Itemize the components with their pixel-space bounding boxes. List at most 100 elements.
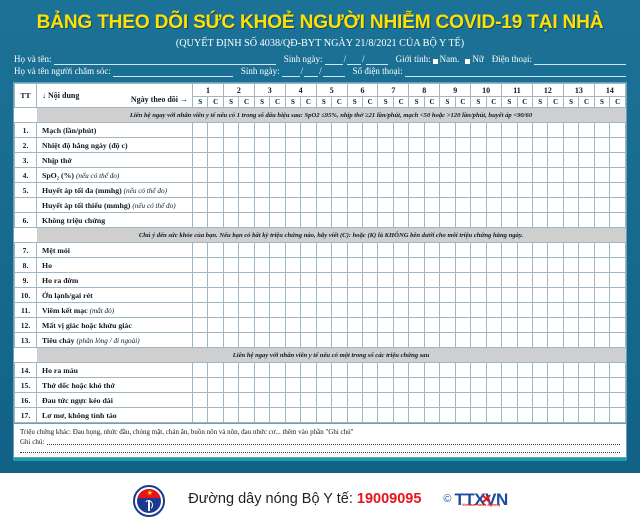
entry-cell[interactable] (516, 152, 533, 168)
entry-cell[interactable] (269, 197, 286, 213)
entry-cell[interactable] (593, 362, 611, 378)
entry-cell[interactable] (361, 197, 379, 213)
entry-cell[interactable] (501, 152, 518, 168)
entry-cell[interactable] (207, 392, 224, 408)
entry-cell[interactable] (485, 377, 503, 393)
entry-cell[interactable] (300, 242, 317, 258)
entry-cell[interactable] (377, 257, 394, 273)
entry-cell[interactable] (423, 407, 441, 423)
entry-cell[interactable] (454, 332, 472, 348)
entry-cell[interactable] (269, 407, 286, 423)
entry-cell[interactable] (392, 242, 410, 258)
entry-cell[interactable] (408, 152, 425, 168)
entry-cell[interactable] (238, 137, 255, 153)
entry-cell[interactable] (392, 317, 410, 333)
entry-cell[interactable] (593, 272, 611, 288)
entry-cell[interactable] (315, 302, 333, 318)
entry-cell[interactable] (238, 407, 255, 423)
entry-cell[interactable] (269, 122, 286, 138)
entry-cell[interactable] (331, 287, 348, 303)
entry-cell[interactable] (454, 182, 472, 198)
gender-female-checkbox[interactable] (465, 59, 471, 64)
entry-cell[interactable] (408, 137, 425, 153)
entry-cell[interactable] (485, 122, 503, 138)
entry-cell[interactable] (423, 152, 441, 168)
entry-cell[interactable] (562, 272, 580, 288)
entry-cell[interactable] (191, 392, 209, 408)
entry-cell[interactable] (547, 257, 564, 273)
entry-cell[interactable] (377, 272, 394, 288)
entry-cell[interactable] (191, 302, 209, 318)
entry-cell[interactable] (609, 392, 626, 408)
entry-cell[interactable] (562, 197, 580, 213)
entry-cell[interactable] (284, 287, 302, 303)
entry-cell[interactable] (392, 362, 410, 378)
entry-cell[interactable] (361, 272, 379, 288)
entry-cell[interactable] (562, 122, 580, 138)
entry-cell[interactable] (331, 302, 348, 318)
entry-cell[interactable] (253, 287, 271, 303)
entry-cell[interactable] (593, 257, 611, 273)
entry-cell[interactable] (609, 212, 626, 228)
entry-cell[interactable] (593, 212, 611, 228)
entry-cell[interactable] (361, 137, 379, 153)
entry-cell[interactable] (191, 257, 209, 273)
entry-cell[interactable] (439, 302, 456, 318)
caregiver-dob-year-input[interactable] (322, 68, 345, 77)
entry-cell[interactable] (516, 257, 533, 273)
entry-cell[interactable] (284, 272, 302, 288)
entry-cell[interactable] (284, 302, 302, 318)
entry-cell[interactable] (331, 257, 348, 273)
entry-cell[interactable] (300, 302, 317, 318)
entry-cell[interactable] (485, 182, 503, 198)
entry-cell[interactable] (501, 272, 518, 288)
entry-cell[interactable] (578, 242, 595, 258)
entry-cell[interactable] (470, 167, 487, 183)
entry-cell[interactable] (269, 332, 286, 348)
entry-cell[interactable] (300, 182, 317, 198)
entry-cell[interactable] (315, 152, 333, 168)
entry-cell[interactable] (408, 287, 425, 303)
entry-cell[interactable] (470, 287, 487, 303)
entry-cell[interactable] (578, 182, 595, 198)
entry-cell[interactable] (331, 407, 348, 423)
entry-cell[interactable] (392, 287, 410, 303)
entry-cell[interactable] (284, 317, 302, 333)
entry-cell[interactable] (191, 152, 209, 168)
entry-cell[interactable] (547, 197, 564, 213)
entry-cell[interactable] (423, 257, 441, 273)
entry-cell[interactable] (547, 212, 564, 228)
entry-cell[interactable] (331, 242, 348, 258)
entry-cell[interactable] (269, 212, 286, 228)
entry-cell[interactable] (331, 392, 348, 408)
entry-cell[interactable] (485, 167, 503, 183)
entry-cell[interactable] (547, 167, 564, 183)
entry-cell[interactable] (531, 167, 549, 183)
entry-cell[interactable] (454, 137, 472, 153)
entry-cell[interactable] (531, 257, 549, 273)
entry-cell[interactable] (377, 317, 394, 333)
entry-cell[interactable] (439, 137, 456, 153)
entry-cell[interactable] (346, 242, 363, 258)
entry-cell[interactable] (315, 257, 333, 273)
entry-cell[interactable] (253, 137, 271, 153)
entry-cell[interactable] (501, 122, 518, 138)
entry-cell[interactable] (207, 257, 224, 273)
entry-cell[interactable] (361, 287, 379, 303)
entry-cell[interactable] (284, 377, 302, 393)
entry-cell[interactable] (315, 272, 333, 288)
entry-cell[interactable] (315, 287, 333, 303)
entry-cell[interactable] (361, 317, 379, 333)
entry-cell[interactable] (238, 392, 255, 408)
entry-cell[interactable] (470, 122, 487, 138)
entry-cell[interactable] (593, 302, 611, 318)
entry-cell[interactable] (470, 407, 487, 423)
entry-cell[interactable] (593, 332, 611, 348)
entry-cell[interactable] (501, 332, 518, 348)
entry-cell[interactable] (191, 407, 209, 423)
entry-cell[interactable] (269, 392, 286, 408)
patient-dob-day-input[interactable] (324, 56, 343, 65)
entry-cell[interactable] (470, 212, 487, 228)
entry-cell[interactable] (578, 332, 595, 348)
entry-cell[interactable] (408, 197, 425, 213)
